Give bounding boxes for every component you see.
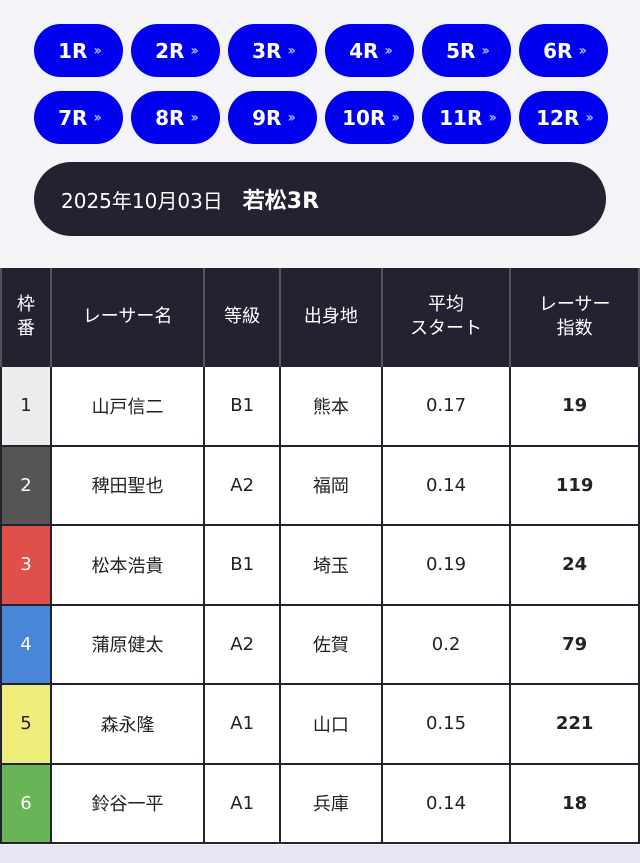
header-frame-line1: 枠 [16,293,35,315]
racer-index: 24 [509,524,640,606]
racer-name: 山戸信二 [49,365,206,447]
racer-rank: B1 [203,524,282,606]
frame-number: 5 [0,683,52,765]
frame-number: 2 [0,444,52,526]
racer-hometown: 佐賀 [279,603,383,685]
race-label: 12R [536,105,580,130]
chevron-right-icon: ›› [585,109,593,126]
frame-number: 3 [0,524,52,606]
bottom-strip [0,845,640,863]
race-label: 5R [446,38,476,63]
race-label: 7R [58,105,88,130]
racer-index: 19 [509,365,640,447]
racer-avg-start: 0.2 [380,603,512,685]
table-row: 3 松本浩貴 B1 埼玉 0.19 24 [0,524,640,606]
header-frame-line2: 番 [16,317,35,339]
header-hometown: 出身地 [279,268,383,366]
race-button-4[interactable]: 4R ›› [325,24,414,77]
racer-name: 松本浩貴 [49,524,206,606]
chevron-right-icon: ›› [391,109,399,126]
chevron-right-icon: ›› [287,109,295,126]
frame-number: 1 [0,365,52,447]
racer-index: 119 [509,444,640,526]
race-button-12[interactable]: 12R ›› [519,91,608,144]
race-label: 1R [58,38,88,63]
race-label: 11R [439,105,483,130]
race-button-11[interactable]: 11R ›› [422,91,511,144]
header-avg-start-line2: スタート [410,317,483,339]
racer-name: 稗田聖也 [49,444,206,526]
race-label: 4R [349,38,379,63]
racer-hometown: 兵庫 [279,762,383,844]
racer-avg-start: 0.19 [380,524,512,606]
racer-rank: A1 [203,762,282,844]
header-index: レーサー 指数 [509,268,640,366]
racer-table: 枠番 レーサー名 等級 出身地 平均 スタート レーサー 指数 1 山戸信二 B1 … [0,268,640,844]
race-button-2[interactable]: 2R ›› [131,24,220,77]
race-header: 2025年10月03日 若松3R [34,162,606,236]
race-button-1[interactable]: 1R ›› [34,24,123,77]
header-name: レーサー名 [49,268,206,366]
race-button-5[interactable]: 5R ›› [422,24,511,77]
racer-rank: A2 [203,444,282,526]
racer-index: 18 [509,762,640,844]
race-label: 6R [543,38,573,63]
frame-number: 4 [0,603,52,685]
chevron-right-icon: ›› [190,42,198,59]
chevron-right-icon: ›› [481,42,489,59]
frame-number: 6 [0,762,52,844]
race-label: 10R [342,105,386,130]
racer-avg-start: 0.14 [380,762,512,844]
header-index-line1: レーサー [538,293,611,315]
table-row: 6 鈴谷一平 A1 兵庫 0.14 18 [0,762,640,844]
racer-avg-start: 0.15 [380,683,512,765]
header-avg-start: 平均 スタート [380,268,512,366]
table-row: 4 蒲原健太 A2 佐賀 0.2 79 [0,603,640,685]
racer-name: 蒲原健太 [49,603,206,685]
racer-avg-start: 0.14 [380,444,512,526]
racer-name: 森永隆 [49,683,206,765]
table-row: 2 稗田聖也 A2 福岡 0.14 119 [0,444,640,526]
race-label: 3R [252,38,282,63]
chevron-right-icon: ›› [93,42,101,59]
chevron-right-icon: ›› [488,109,496,126]
race-label: 2R [155,38,185,63]
chevron-right-icon: ›› [578,42,586,59]
race-button-7[interactable]: 7R ›› [34,91,123,144]
race-button-10[interactable]: 10R ›› [325,91,414,144]
racer-rank: B1 [203,365,282,447]
racer-index: 221 [509,683,640,765]
header-rank: 等級 [203,268,282,366]
racer-name: 鈴谷一平 [49,762,206,844]
race-date: 2025年10月03日 [61,188,223,213]
table-row: 5 森永隆 A1 山口 0.15 221 [0,683,640,765]
racer-index: 79 [509,603,640,685]
racer-avg-start: 0.17 [380,365,512,447]
race-button-3[interactable]: 3R ›› [228,24,317,77]
header-avg-start-line1: 平均 [428,293,465,315]
chevron-right-icon: ›› [93,109,101,126]
header-frame: 枠番 [0,268,52,366]
racer-rank: A1 [203,683,282,765]
racer-hometown: 山口 [279,683,383,765]
chevron-right-icon: ›› [190,109,198,126]
race-label: 8R [155,105,185,130]
chevron-right-icon: ›› [287,42,295,59]
race-label: 9R [252,105,282,130]
race-button-9[interactable]: 9R ›› [228,91,317,144]
chevron-right-icon: ›› [384,42,392,59]
table-row: 1 山戸信二 B1 熊本 0.17 19 [0,365,640,447]
race-selector: 1R ›› 2R ›› 3R ›› 4R ›› 5R ›› 6R ›› 7R ›› 8R ›› … [34,24,608,144]
racer-rank: A2 [203,603,282,685]
race-title: 若松3R [242,189,320,214]
racer-hometown: 熊本 [279,365,383,447]
table-header-row: 枠番 レーサー名 等級 出身地 平均 スタート レーサー 指数 [0,268,640,366]
racer-hometown: 埼玉 [279,524,383,606]
race-button-6[interactable]: 6R ›› [519,24,608,77]
racer-hometown: 福岡 [279,444,383,526]
header-index-line2: 指数 [556,317,593,339]
race-button-8[interactable]: 8R ›› [131,91,220,144]
